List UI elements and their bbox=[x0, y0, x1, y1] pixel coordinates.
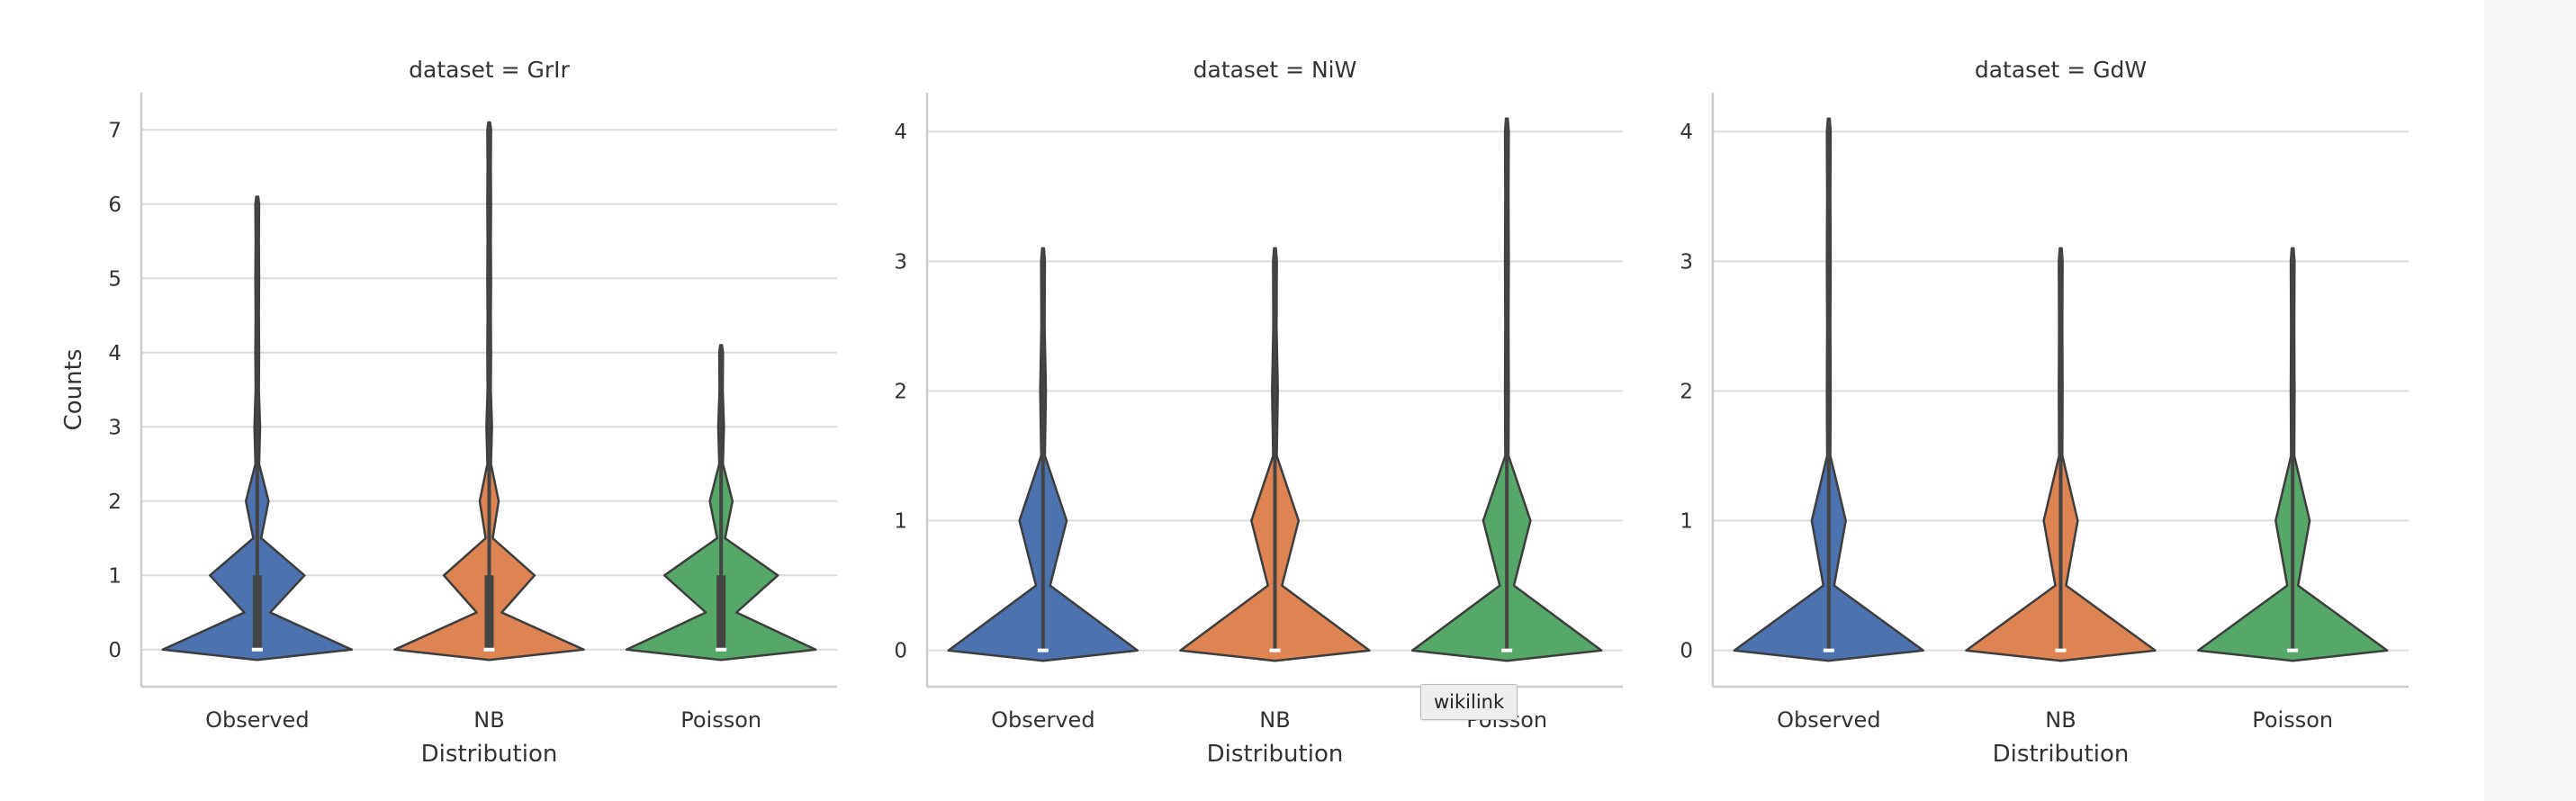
x-tick-label: NB bbox=[2045, 707, 2076, 733]
x-tick-label: NB bbox=[1259, 707, 1290, 733]
y-tick-label: 3 bbox=[894, 250, 907, 274]
violin-median-marker bbox=[251, 647, 263, 652]
y-tick-label: 2 bbox=[894, 380, 907, 403]
y-tick-label: 4 bbox=[108, 342, 122, 365]
x-tick-label: Poisson bbox=[680, 707, 761, 733]
x-tick-label: Observed bbox=[205, 707, 309, 733]
panel-title: dataset = NiW bbox=[1193, 57, 1357, 83]
y-tick-label: 4 bbox=[1680, 121, 1693, 144]
violin-iqr-box bbox=[484, 575, 494, 650]
violin-median-marker bbox=[2287, 648, 2299, 652]
y-tick-label: 4 bbox=[894, 121, 907, 144]
violin-iqr-box bbox=[252, 575, 262, 650]
violin-median-marker bbox=[483, 647, 495, 652]
x-tick-label: Observed bbox=[991, 707, 1094, 733]
violin-median-marker bbox=[1501, 648, 1513, 652]
y-tick-label: 3 bbox=[108, 416, 122, 439]
y-tick-label: 1 bbox=[1680, 510, 1693, 534]
y-axis-label: Counts bbox=[60, 349, 87, 431]
y-tick-label: 6 bbox=[108, 194, 122, 217]
x-tick-label: Poisson bbox=[2252, 707, 2333, 733]
x-axis-label: Distribution bbox=[421, 741, 558, 768]
violin-median-marker bbox=[716, 647, 727, 652]
y-tick-label: 2 bbox=[108, 490, 122, 514]
violin-median-marker bbox=[2055, 648, 2067, 652]
panel-title: dataset = GrIr bbox=[409, 57, 570, 83]
y-tick-label: 7 bbox=[108, 119, 122, 142]
figure-background bbox=[0, 0, 2484, 801]
x-axis-label: Distribution bbox=[1993, 741, 2130, 768]
x-tick-label: Observed bbox=[1777, 707, 1880, 733]
violin-median-marker bbox=[1823, 648, 1834, 652]
y-tick-label: 0 bbox=[108, 639, 122, 662]
y-tick-label: 2 bbox=[1680, 380, 1693, 403]
y-tick-label: 1 bbox=[108, 564, 122, 588]
violin-median-marker bbox=[1037, 648, 1049, 652]
y-tick-label: 3 bbox=[1680, 250, 1693, 274]
violin-iqr-box bbox=[716, 575, 726, 650]
violin-median-marker bbox=[1269, 648, 1281, 652]
panel-title: dataset = GdW bbox=[1975, 57, 2147, 83]
link-tooltip: wikilink bbox=[1420, 684, 1518, 720]
x-tick-label: NB bbox=[473, 707, 504, 733]
y-tick-label: 5 bbox=[108, 267, 122, 291]
y-tick-label: 0 bbox=[1680, 640, 1693, 663]
y-tick-label: 0 bbox=[894, 640, 907, 663]
x-axis-label: Distribution bbox=[1207, 741, 1344, 768]
y-tick-label: 1 bbox=[894, 510, 907, 534]
